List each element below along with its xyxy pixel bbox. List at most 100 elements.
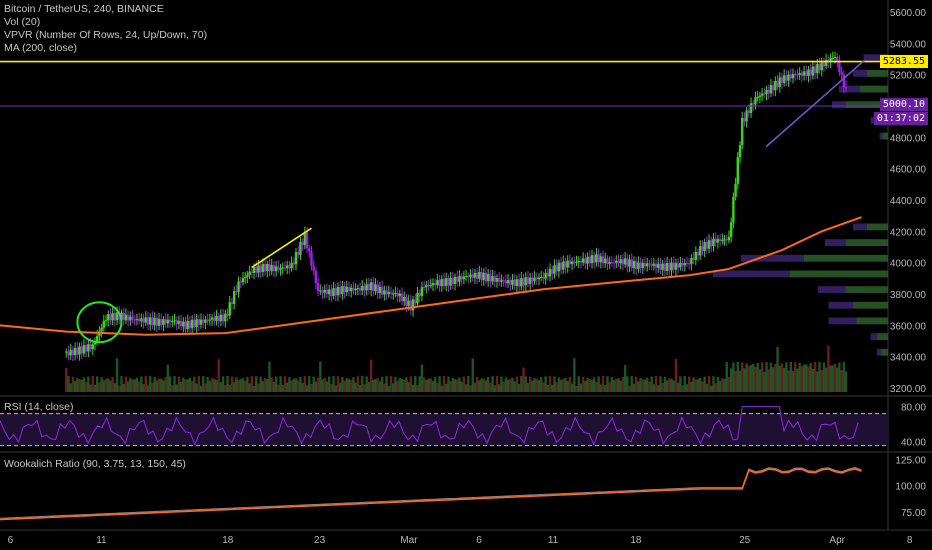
candle-body <box>681 263 684 266</box>
volume-bar <box>535 378 538 392</box>
volume-bar <box>840 369 843 392</box>
candle-body <box>707 240 711 249</box>
volume-bar <box>270 377 273 392</box>
volume-bar <box>685 384 689 392</box>
volume-bar <box>76 378 79 392</box>
candle-body <box>835 57 839 62</box>
candle-body <box>601 256 605 264</box>
rsi-legend[interactable]: RSI (14, close) <box>4 401 74 413</box>
candle-body <box>184 321 187 330</box>
volume-bar <box>584 381 587 392</box>
time-tick-label: 6 <box>8 535 14 546</box>
candle-body <box>639 262 642 268</box>
volume-bar <box>403 379 406 392</box>
candle-body <box>385 290 388 295</box>
candle-body <box>224 313 227 322</box>
volume-bar <box>358 385 362 392</box>
ma-legend[interactable]: MA (200, close) <box>4 42 77 54</box>
candle-body <box>608 262 611 264</box>
candle-body <box>230 302 234 304</box>
volume-bar <box>714 383 717 392</box>
volume-bar <box>175 384 178 392</box>
candle-body <box>157 318 161 326</box>
vol-legend[interactable]: Vol (20) <box>4 16 41 28</box>
candle-body <box>473 273 477 278</box>
volume-bar <box>146 385 150 392</box>
candle-body <box>741 117 744 146</box>
candle-body <box>736 157 739 184</box>
volume-bar <box>369 359 373 392</box>
volume-bar <box>838 362 841 392</box>
candle-body <box>727 236 731 241</box>
candle-body <box>747 110 751 114</box>
candle-body <box>573 261 576 263</box>
price-tick-label: 3600.00 <box>890 321 927 332</box>
volume-bar <box>248 383 251 392</box>
volume-bar <box>789 362 793 392</box>
time-tick-label: 18 <box>630 535 642 546</box>
volume-bar <box>511 377 514 392</box>
candle-body <box>478 272 481 279</box>
candle-body <box>215 316 218 321</box>
candle-body <box>411 299 415 311</box>
volume-bar <box>694 379 698 392</box>
volume-bar <box>281 385 284 392</box>
price-tick-label: 3400.00 <box>890 353 927 364</box>
vpvr-up-bar <box>877 333 888 340</box>
candle-body <box>586 256 589 264</box>
candle-body <box>78 346 81 355</box>
symbol-title[interactable]: Bitcoin / TetherUS, 240, BINANCE <box>4 3 164 15</box>
candle-body <box>500 280 503 282</box>
vpvr-down-bar <box>828 301 853 309</box>
volume-bar <box>650 376 653 392</box>
volume-bar <box>438 376 441 392</box>
candle-body <box>548 268 552 277</box>
candle-body <box>115 312 119 321</box>
volume-bar <box>98 382 101 392</box>
volume-bar <box>93 384 97 392</box>
candle-body <box>239 281 242 283</box>
vpvr-up-bar <box>860 85 888 93</box>
candle-body <box>104 320 108 322</box>
candle-body <box>193 319 196 327</box>
price-candles <box>65 51 848 362</box>
candle-body <box>303 232 307 245</box>
candle-body <box>760 93 764 96</box>
candle-body <box>520 278 523 287</box>
volume-bar <box>190 381 194 392</box>
candle-body <box>246 275 249 277</box>
time-tick-label: Mar <box>400 535 418 546</box>
candle-body <box>76 347 79 355</box>
wookalich-legend[interactable]: Wookalich Ratio (90, 3.75, 13, 150, 45) <box>4 458 186 470</box>
candle-body <box>149 317 152 325</box>
volume-bar <box>266 379 269 392</box>
volume-bar <box>431 380 435 392</box>
candle-body <box>347 286 351 292</box>
vpvr-legend[interactable]: VPVR (Number Of Rows, 24, Up/Down, 70) <box>4 29 208 41</box>
volume-bar <box>570 383 574 392</box>
volume-bar <box>579 383 583 392</box>
volume-bar <box>204 383 207 392</box>
candle-body <box>325 289 329 295</box>
volume-bar <box>73 381 77 392</box>
price-tick-label: 5200.00 <box>890 71 927 82</box>
candle-body <box>202 319 205 323</box>
candle-body <box>277 266 280 270</box>
volume-bar <box>343 380 346 392</box>
candle-body <box>807 69 810 77</box>
price-axis: 5600.005400.005200.005000.004800.004600.… <box>890 8 927 519</box>
candle-body <box>341 286 344 295</box>
candle-body <box>493 276 497 282</box>
candle-body <box>389 291 393 294</box>
volume-bar <box>573 358 576 392</box>
volume-bar <box>533 378 536 392</box>
candle-body <box>692 258 695 260</box>
candle-body <box>771 85 775 91</box>
candle-body <box>584 258 587 264</box>
volume-bar <box>829 365 832 392</box>
volume-bar <box>142 384 145 392</box>
volume-bar <box>811 368 815 392</box>
volume-bar <box>416 384 419 392</box>
candle-body <box>551 268 554 274</box>
